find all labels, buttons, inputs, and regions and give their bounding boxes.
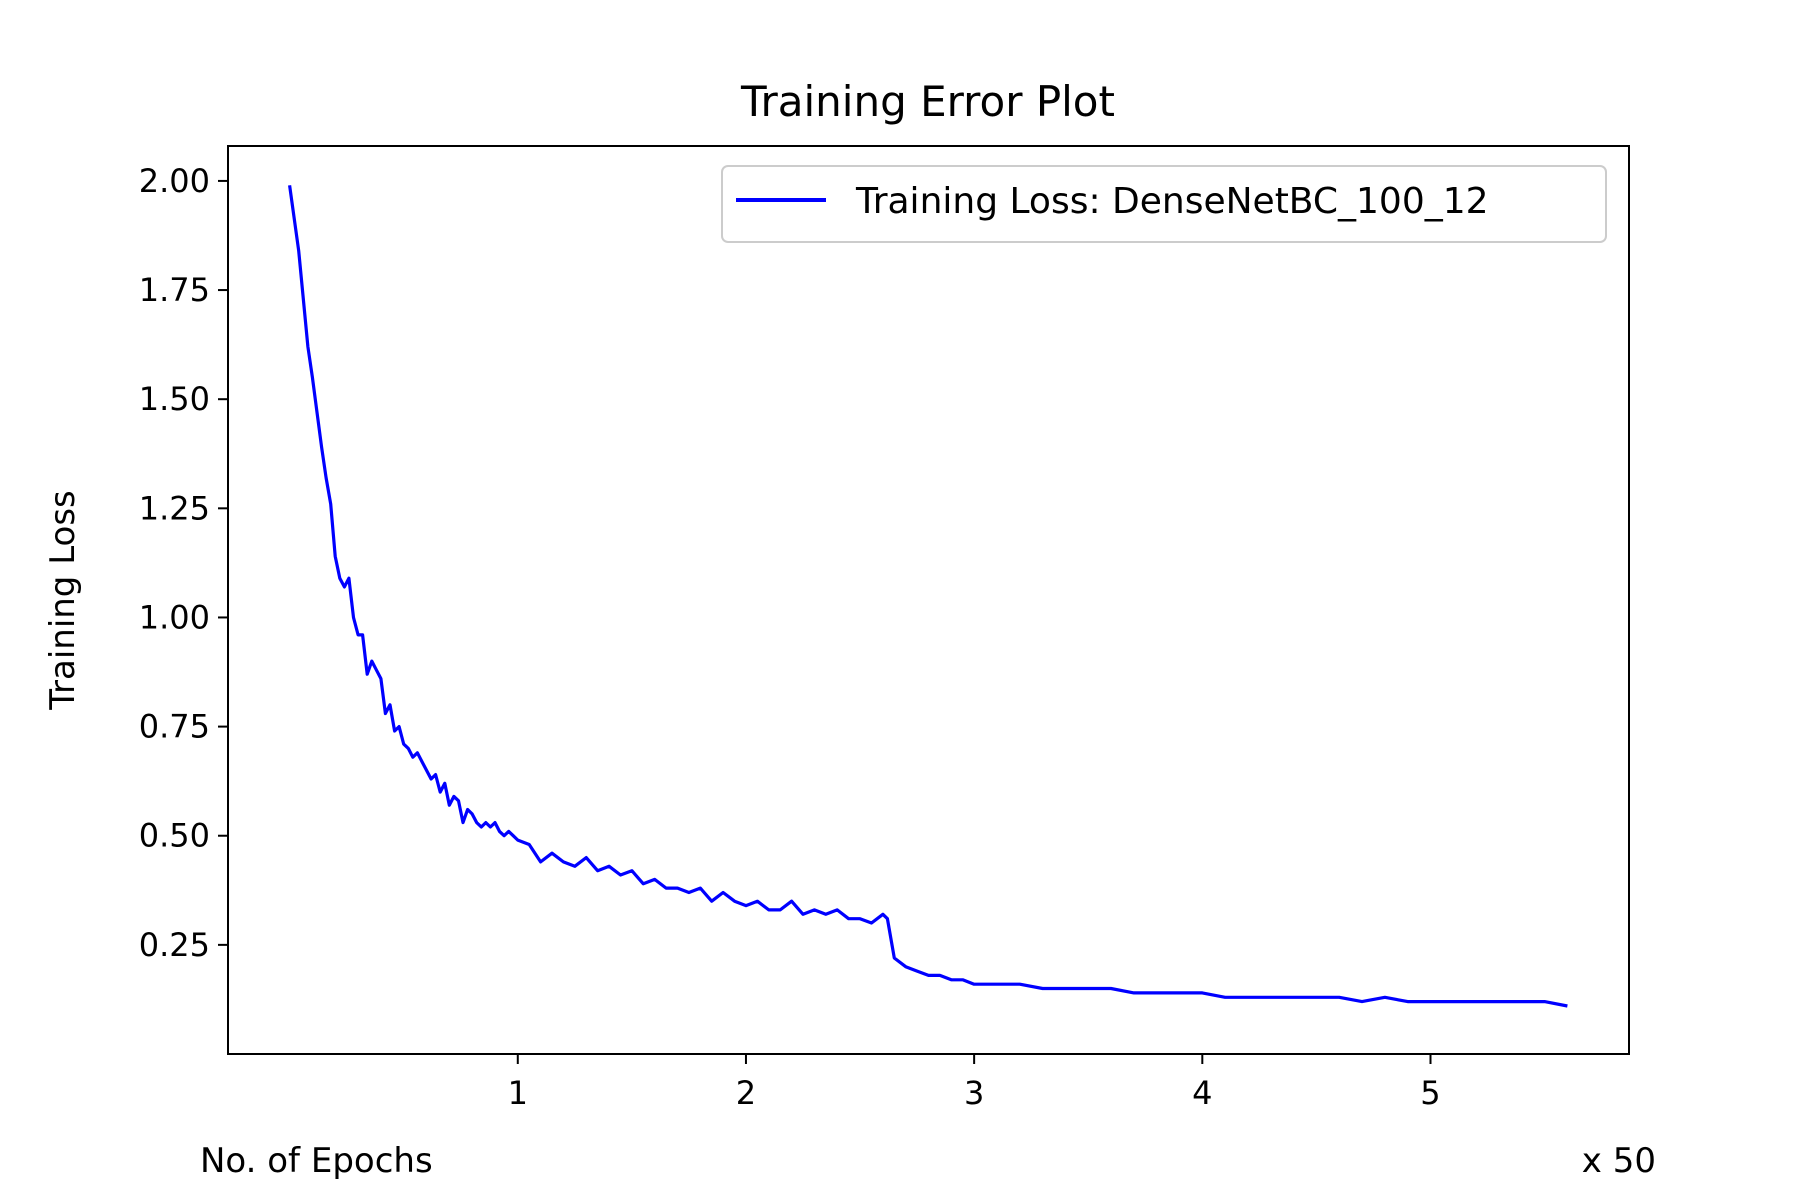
y-tick-label: 2.00 [139, 162, 210, 200]
x-axis-multiplier: x 50 [1582, 1141, 1656, 1181]
x-axis-label: No. of Epochs [200, 1141, 433, 1181]
series-line-0 [288, 185, 1568, 1008]
y-axis: 0.25 0.50 0.75 1.00 1.25 1.50 1.75 2.00 [139, 162, 228, 964]
y-tick-label: 0.75 [139, 708, 210, 746]
plot-frame [227, 145, 1630, 1055]
y-tick-label: 1.25 [139, 489, 210, 527]
legend: Training Loss: DenseNetBC_100_12 [721, 165, 1607, 243]
y-tick-label: 1.00 [139, 598, 210, 636]
legend-box [721, 165, 1607, 243]
x-axis: 1 2 3 4 5 [508, 1054, 1441, 1112]
y-tick-label: 1.50 [139, 380, 210, 418]
legend-label: Training Loss: DenseNetBC_100_12 [855, 181, 1489, 222]
x-tick-label: 1 [508, 1074, 528, 1112]
x-tick-label: 4 [1192, 1074, 1212, 1112]
y-tick-label: 1.75 [139, 271, 210, 309]
x-tick-label: 2 [736, 1074, 756, 1112]
y-tick-label: 0.25 [139, 926, 210, 964]
y-axis-label: Training Loss [43, 490, 83, 711]
x-tick-label: 3 [964, 1074, 984, 1112]
x-tick-label: 5 [1420, 1074, 1440, 1112]
plot-area [288, 185, 1568, 1008]
chart-title: Training Error Plot [740, 77, 1115, 126]
y-tick-label: 0.50 [139, 817, 210, 855]
